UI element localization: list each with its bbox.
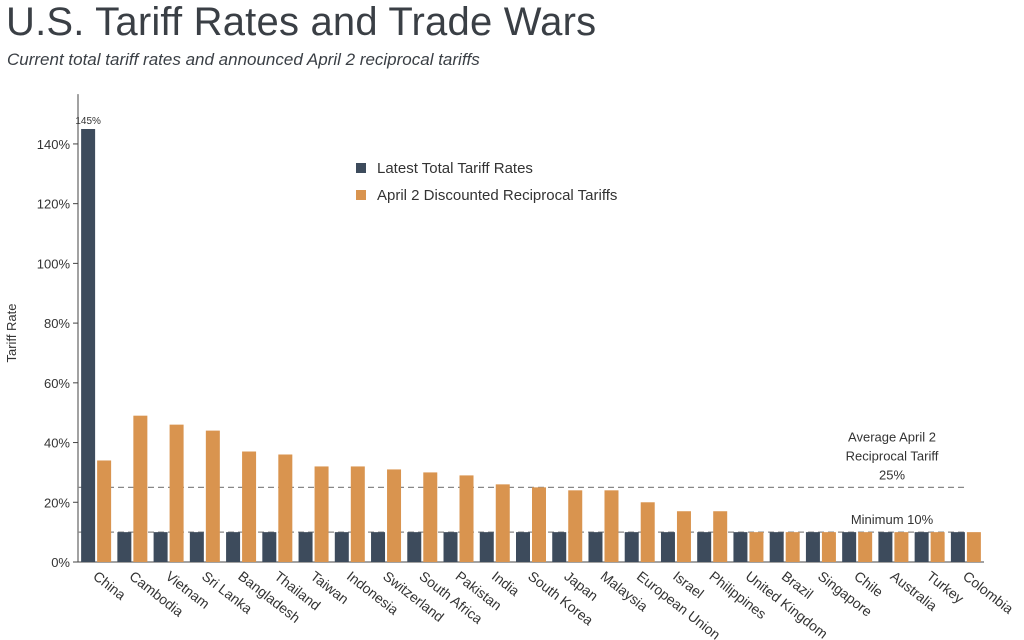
bar-pakistan-april2 [459, 475, 474, 562]
bar-turkey-april2 [930, 532, 945, 562]
bar-indonesia-april2 [350, 466, 365, 562]
bar-brazil-latest [769, 532, 784, 562]
x-tick-label-colombia: Colombia [960, 568, 1017, 617]
bar-cambodia-latest [117, 532, 132, 562]
bar-vietnam-latest [153, 532, 168, 562]
bar-australia-april2 [894, 532, 909, 562]
legend: Latest Total Tariff Rates April 2 Discoun… [356, 160, 617, 204]
bar-european-union-latest [624, 532, 639, 562]
bar-israel-latest [660, 532, 675, 562]
bar-bangladesh-latest [226, 532, 241, 562]
bar-india-april2 [495, 484, 510, 562]
bar-south-korea-latest [516, 532, 530, 562]
reference-line-label: Minimum 10% [851, 512, 934, 527]
bar-switzerland-april2 [387, 469, 402, 562]
y-tick-label: 100% [37, 256, 71, 271]
bar-turkey-latest [914, 532, 929, 562]
bar-vietnam-april2 [169, 424, 184, 562]
y-tick-label: 140% [37, 137, 71, 152]
bar-thailand-april2 [278, 454, 293, 562]
bar-chile-latest [842, 532, 857, 562]
bar-taiwan-april2 [314, 466, 329, 562]
bar-singapore-april2 [821, 532, 836, 562]
data-label: 145% [75, 116, 101, 127]
y-tick-label: 80% [44, 316, 70, 331]
y-tick-label: 20% [44, 495, 70, 510]
bar-taiwan-latest [298, 532, 313, 562]
bar-south-africa-latest [407, 532, 422, 562]
bar-malaysia-april2 [604, 490, 619, 562]
legend-swatch-0 [356, 163, 366, 173]
y-axis-label: Tariff Rate [4, 303, 19, 362]
legend-label-0: Latest Total Tariff Rates [377, 160, 533, 177]
bar-israel-april2 [676, 511, 691, 562]
bar-thailand-latest [262, 532, 277, 562]
bars: 145% [75, 116, 981, 562]
bar-colombia-latest [950, 532, 965, 562]
bar-bangladesh-april2 [242, 451, 257, 562]
bar-china-latest [81, 129, 96, 562]
bar-sri-lanka-latest [189, 532, 204, 562]
y-tick-label: 120% [37, 197, 71, 212]
bar-switzerland-latest [371, 532, 386, 562]
bar-brazil-april2 [785, 532, 800, 562]
bar-united-kingdom-latest [733, 532, 748, 562]
bar-philippines-april2 [713, 511, 728, 562]
bar-singapore-latest [805, 532, 820, 562]
reference-line-label: Average April 2 [848, 429, 936, 444]
bar-sri-lanka-april2 [205, 430, 220, 562]
bar-indonesia-latest [334, 532, 349, 562]
bar-japan-latest [552, 532, 567, 562]
bar-pakistan-latest [443, 532, 458, 562]
bar-cambodia-april2 [133, 415, 148, 562]
y-tick-label: 40% [44, 436, 70, 451]
bar-australia-latest [878, 532, 893, 562]
bar-chile-april2 [858, 532, 873, 562]
x-tick-label-china: China [90, 568, 129, 603]
bar-south-africa-april2 [423, 472, 438, 562]
bar-european-union-april2 [640, 502, 655, 562]
bar-japan-april2 [568, 490, 583, 562]
chart-subtitle: Current total tariff rates and announced… [7, 50, 480, 69]
legend-swatch-1 [356, 190, 366, 200]
y-axis: 0% 20% 40% 60% 80% 100% 120% 140% [37, 94, 984, 570]
y-tick-label: 60% [44, 376, 70, 391]
bar-china-april2 [97, 460, 112, 562]
bar-india-latest [479, 532, 494, 562]
bar-philippines-latest [697, 532, 712, 562]
reference-line-label: 25% [879, 467, 905, 482]
bar-malaysia-latest [588, 532, 603, 562]
bar-colombia-april2 [966, 532, 981, 562]
chart-title: U.S. Tariff Rates and Trade Wars [6, 0, 597, 44]
bar-south-korea-april2 [532, 487, 546, 562]
y-tick-label: 0% [51, 555, 70, 570]
reference-line-label: Reciprocal Tariff [846, 448, 939, 463]
bar-united-kingdom-april2 [749, 532, 764, 562]
legend-label-1: April 2 Discounted Reciprocal Tariffs [377, 187, 617, 204]
